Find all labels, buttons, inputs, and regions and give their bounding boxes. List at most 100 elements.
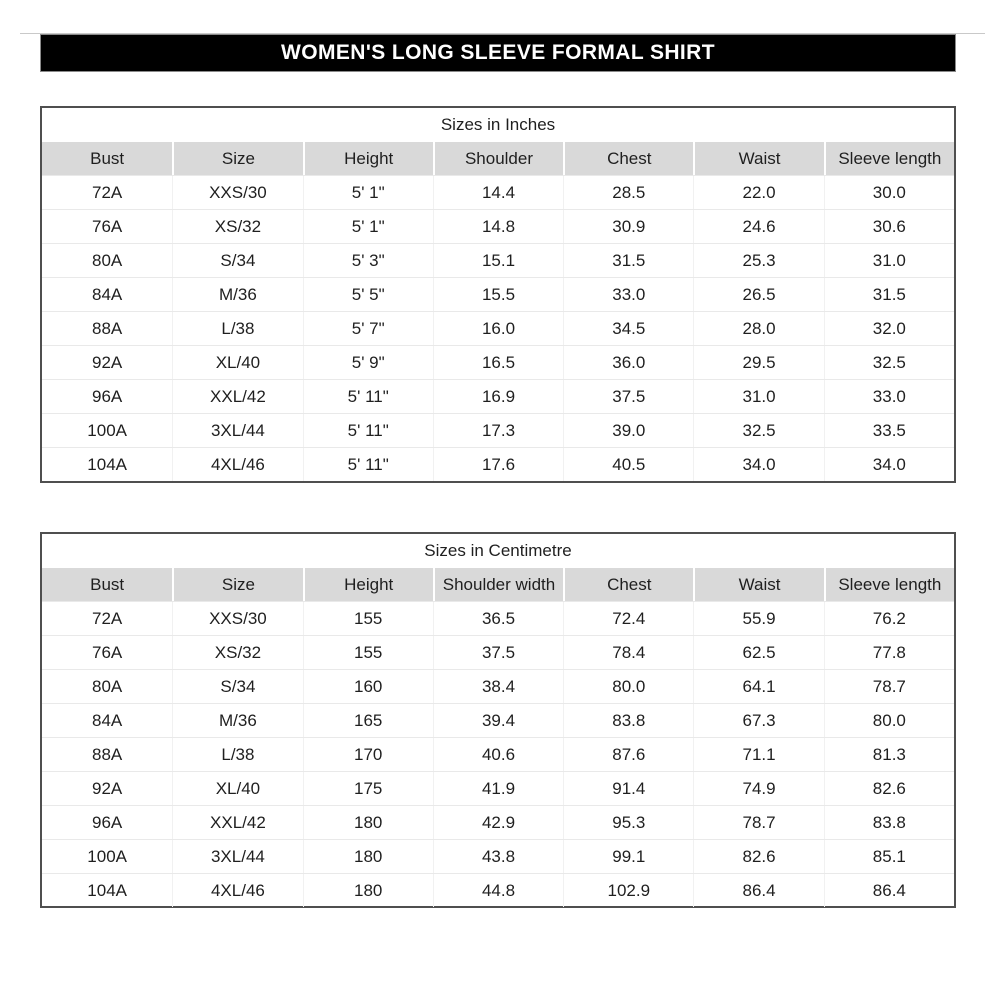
table-cell: 80A	[92, 250, 123, 270]
table-cell: 3XL/44	[172, 414, 302, 447]
table-cell: 5' 9"	[302, 346, 433, 379]
table-cell: 71.1	[693, 738, 823, 771]
table-cell: 64.1	[693, 670, 823, 703]
column-header: Sleeve length	[823, 568, 954, 601]
table-cell: 5' 1"	[302, 176, 433, 209]
table-cell: 31.0	[693, 380, 823, 413]
table-cell: M/36	[172, 278, 302, 311]
table-cell: 83.8	[823, 806, 954, 839]
table-cell: 39.0	[563, 414, 693, 447]
table-cell: 25.3	[693, 244, 823, 277]
table-cell: 92A	[92, 352, 123, 372]
table-cell: 42.9	[432, 806, 563, 839]
table-row: 80A S/34 5' 3" 15.1 31.5 25.3 31.0	[42, 243, 954, 277]
table-cell: 160	[302, 670, 433, 703]
table-row: 84A M/36 165 39.4 83.8 67.3 80.0	[42, 703, 954, 737]
column-header: Height	[302, 142, 433, 175]
table-row: 100A 3XL/44 5' 11" 17.3 39.0 32.5 33.5	[42, 413, 954, 447]
table-cell: 76A	[92, 216, 123, 236]
table-cell: XL/40	[172, 772, 302, 805]
table-cell: 5' 7"	[302, 312, 433, 345]
table-cell: S/34	[172, 244, 302, 277]
table-cell: 62.5	[693, 636, 823, 669]
table-cell: 74.9	[693, 772, 823, 805]
table-cell: 4XL/46	[172, 874, 302, 907]
table-cell: 34.0	[823, 448, 954, 481]
table-cell: XXS/30	[172, 602, 302, 635]
table-row: 96A XXL/42 5' 11" 16.9 37.5 31.0 33.0	[42, 379, 954, 413]
table-cell: 78.7	[823, 670, 954, 703]
table-row: 72A XXS/30 5' 1" 14.4 28.5 22.0 30.0	[42, 175, 954, 209]
table-cell: 82.6	[823, 772, 954, 805]
table-cell: 77.8	[823, 636, 954, 669]
table-cell: 55.9	[693, 602, 823, 635]
table-row: 80A S/34 160 38.4 80.0 64.1 78.7	[42, 669, 954, 703]
table-cell: 175	[302, 772, 433, 805]
table-cell: 72.4	[563, 602, 693, 635]
table-cell: 32.5	[823, 346, 954, 379]
table-cell: 32.0	[823, 312, 954, 345]
table-cell: 155	[302, 602, 433, 635]
table-cell: 86.4	[823, 874, 954, 907]
table-cell: 85.1	[823, 840, 954, 873]
table-cell: 95.3	[563, 806, 693, 839]
table-cell: 81.3	[823, 738, 954, 771]
top-divider-line	[20, 33, 985, 34]
table-cell: 31.5	[563, 244, 693, 277]
table-cell: 31.5	[823, 278, 954, 311]
table-cell: 72A	[92, 182, 123, 202]
column-header: Height	[302, 568, 433, 601]
table-cell: 5' 11"	[302, 448, 433, 481]
table-cell: 41.9	[432, 772, 563, 805]
table-cell: 17.3	[432, 414, 563, 447]
table-cell: 155	[302, 636, 433, 669]
table-cell: 83.8	[563, 704, 693, 737]
table-cell: 15.5	[432, 278, 563, 311]
column-header: Bust	[90, 148, 125, 168]
table-cell: 180	[302, 840, 433, 873]
table-cell: S/34	[172, 670, 302, 703]
column-header: Chest	[563, 142, 693, 175]
table-cell: 76.2	[823, 602, 954, 635]
table-cell: 5' 1"	[302, 210, 433, 243]
table-row: 84A M/36 5' 5" 15.5 33.0 26.5 31.5	[42, 277, 954, 311]
table-row: 100A 3XL/44 180 43.8 99.1 82.6 85.1	[42, 839, 954, 873]
table-cell: 82.6	[693, 840, 823, 873]
page-title: WOMEN'S LONG SLEEVE FORMAL SHIRT	[40, 34, 956, 72]
table-cell: 4XL/46	[172, 448, 302, 481]
table-cell: 170	[302, 738, 433, 771]
table-cell: 100A	[87, 420, 127, 440]
table-cell: 40.6	[432, 738, 563, 771]
column-header: Shoulder	[432, 142, 563, 175]
table-cell: 29.5	[693, 346, 823, 379]
table-cell: 43.8	[432, 840, 563, 873]
table-cell: 36.5	[432, 602, 563, 635]
table-title: Sizes in Centimetre	[424, 541, 572, 560]
table-cell: 33.5	[823, 414, 954, 447]
table-cell: 36.0	[563, 346, 693, 379]
column-header: Size	[172, 142, 302, 175]
table-cell: 104A	[87, 880, 127, 900]
table-cell: 88A	[92, 318, 123, 338]
table-cell: 80.0	[823, 704, 954, 737]
table-cell: 3XL/44	[172, 840, 302, 873]
column-header: Sleeve length	[823, 142, 954, 175]
table-cell: 17.6	[432, 448, 563, 481]
table-cell: 67.3	[693, 704, 823, 737]
table-cell: 80.0	[563, 670, 693, 703]
column-header: Bust	[90, 574, 125, 594]
table-row: 88A L/38 5' 7" 16.0 34.5 28.0 32.0	[42, 311, 954, 345]
column-header: Waist	[693, 142, 823, 175]
table-cell: 39.4	[432, 704, 563, 737]
table-sizes-in-inches: Sizes in Inches Bust Size Height Shoulder Che…	[40, 106, 956, 483]
table-cell: 96A	[92, 812, 123, 832]
column-header: Shoulder width	[432, 568, 563, 601]
table-cell: 31.0	[823, 244, 954, 277]
table-cell: 16.5	[432, 346, 563, 379]
table-cell: 91.4	[563, 772, 693, 805]
column-header: Waist	[693, 568, 823, 601]
column-header: Chest	[563, 568, 693, 601]
table-cell: 78.7	[693, 806, 823, 839]
table-cell: XXL/42	[172, 380, 302, 413]
table-cell: 22.0	[693, 176, 823, 209]
